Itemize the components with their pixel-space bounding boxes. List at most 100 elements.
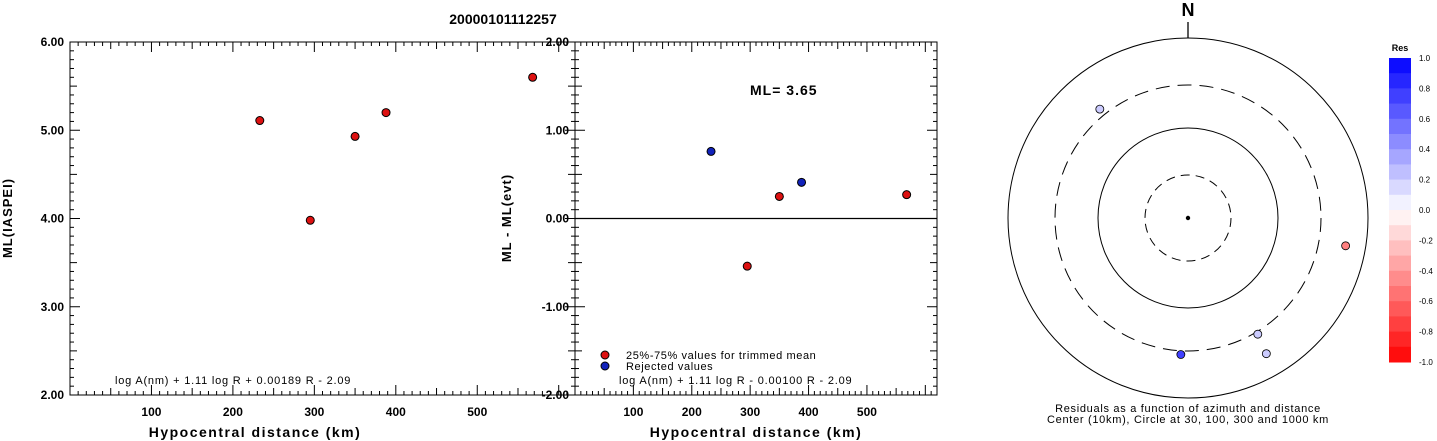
data-points (706, 146, 912, 271)
colorbar-label: 0.8 (1419, 84, 1431, 93)
station-point (1095, 104, 1105, 114)
panel-azimuth-map: N Residuals as a function of azimuth and… (1007, 0, 1433, 426)
legend-marker-used (600, 350, 610, 360)
y-tick-labels: 2.00 1.00 0.00 -1.00 -2.00 (542, 35, 570, 402)
colorbar-swatch (1389, 270, 1411, 287)
data-points (255, 72, 538, 225)
colorbar-swatch (1389, 134, 1411, 150)
x-tick-label: 100 (141, 405, 161, 419)
y-tick-label: 5.00 (41, 123, 65, 137)
colorbar-swatch (1389, 301, 1411, 317)
y-tick-labels: 6.00 5.00 4.00 3.00 2.00 (41, 35, 65, 402)
x-tick-label: 100 (623, 405, 643, 419)
y-tick-label: 0.00 (546, 212, 570, 226)
colorbar-swatch (1389, 225, 1411, 241)
colorbar-label: 0.6 (1419, 115, 1431, 124)
formula-label: log A(nm) + 1.11 log R - 0.00100 R - 2.0… (619, 375, 852, 387)
ml-annotation: ML= 3.65 (750, 82, 818, 98)
data-point-rejected (706, 146, 716, 156)
ring-300km (1054, 84, 1322, 352)
legend-label-used: 25%-75% values for trimmed mean (626, 350, 816, 362)
data-point-used (381, 108, 391, 118)
tick-marks (70, 41, 575, 396)
station-points (1095, 104, 1351, 359)
caption-line-1: Residuals as a function of azimuth and d… (1055, 403, 1321, 415)
colorbar-label: -0.6 (1419, 297, 1433, 306)
x-tick-label: 200 (223, 405, 243, 419)
x-tick-labels: 100 200 300 400 500 (623, 405, 877, 419)
ring-100km (1097, 127, 1279, 309)
colorbar-swatch (1389, 103, 1411, 120)
data-point-used (305, 215, 315, 225)
x-axis-label: Hypocentral distance (km) (149, 424, 362, 440)
data-point-used (350, 131, 360, 141)
colorbar-swatch (1389, 179, 1411, 196)
station-point (1176, 350, 1186, 359)
formula-label: log A(nm) + 1.11 log R + 0.00189 R - 2.0… (115, 375, 351, 387)
y-tick-label: 6.00 (41, 35, 65, 49)
colorbar-title: Res (1392, 43, 1409, 53)
panel-residual-vs-distance: 100 200 300 400 500 2.00 1.00 0.00 -1.00 -2.00 M… (499, 35, 938, 440)
center-dot (1185, 215, 1191, 221)
colorbar-swatch (1389, 210, 1411, 226)
y-axis-label: ML(IASPEI) (0, 178, 15, 258)
y-tick-label: -1.00 (542, 300, 570, 314)
data-point-used (742, 261, 752, 271)
colorbar-swatch (1389, 255, 1411, 272)
colorbar-swatch (1389, 346, 1411, 363)
colorbar-label: 0.4 (1419, 145, 1431, 154)
y-tick-label: 2.00 (41, 388, 65, 402)
x-tick-label: 400 (386, 405, 406, 419)
colorbar-swatch (1389, 164, 1411, 181)
colorbar-swatch (1389, 240, 1411, 257)
panel-ml-vs-distance: 100 200 300 400 500 6.00 5.00 4.00 3.00 2.00 Hyp… (0, 35, 576, 440)
colorbar-label: -0.4 (1419, 267, 1433, 276)
data-point-used (255, 116, 265, 126)
colorbar-swatch (1389, 149, 1411, 165)
data-point-used (774, 191, 784, 201)
colorbar-label: -1.0 (1419, 358, 1433, 367)
x-tick-labels: 100 200 300 400 500 (141, 405, 487, 419)
colorbar-label: 0.0 (1419, 206, 1431, 215)
colorbar-swatch (1389, 316, 1411, 333)
colorbar-swatch (1389, 118, 1411, 135)
colorbar-label: 1.0 (1419, 54, 1431, 63)
legend-label-rejected: Rejected values (626, 361, 713, 373)
colorbar: 1.0 0.8 0.6 0.4 0.2 0.0 -0.2 -0.4 -0.6 -0.8 -1.0 (1389, 54, 1433, 367)
x-tick-label: 500 (467, 405, 487, 419)
y-tick-label: 2.00 (546, 35, 570, 49)
y-tick-label: 1.00 (546, 123, 570, 137)
y-tick-label: 4.00 (41, 212, 65, 226)
station-point (1261, 349, 1271, 359)
colorbar-swatch (1389, 331, 1411, 348)
colorbar-swatch (1389, 73, 1411, 89)
x-tick-label: 400 (799, 405, 819, 419)
tick-marks (575, 41, 937, 396)
colorbar-label: -0.2 (1419, 236, 1433, 245)
station-point (1253, 329, 1263, 339)
x-tick-label: 300 (740, 405, 760, 419)
x-tick-label: 300 (304, 405, 324, 419)
data-point-used (902, 190, 912, 200)
y-tick-label: -2.00 (542, 388, 570, 402)
caption-line-2: Center (10km), Circle at 30, 100, 300 an… (1047, 414, 1329, 426)
y-tick-label: 3.00 (41, 300, 65, 314)
data-point-used (528, 72, 538, 82)
ring-30km (1144, 174, 1232, 262)
colorbar-swatch (1389, 88, 1411, 105)
figure-title: 20000101112257 (449, 11, 557, 27)
x-tick-label: 500 (857, 405, 877, 419)
data-point-rejected (797, 177, 807, 187)
colorbar-swatch (1389, 58, 1411, 74)
station-point (1341, 241, 1351, 251)
x-tick-label: 200 (682, 405, 702, 419)
legend-marker-rejected (600, 361, 610, 371)
x-axis-label: Hypocentral distance (km) (650, 424, 863, 440)
colorbar-swatch (1389, 286, 1411, 302)
colorbar-label: 0.2 (1419, 176, 1431, 185)
colorbar-swatch (1389, 194, 1411, 211)
colorbar-label: -0.8 (1419, 328, 1433, 337)
y-axis-label: ML - ML(evt) (499, 174, 514, 262)
north-label: N (1182, 0, 1195, 20)
